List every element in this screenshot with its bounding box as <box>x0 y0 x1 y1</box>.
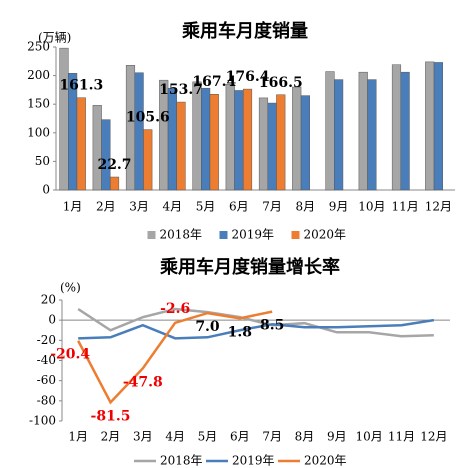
y-tick-label: -100 <box>29 414 56 428</box>
bar <box>334 79 344 191</box>
x-tick-label: 11月 <box>388 430 415 444</box>
legend-label: 2018年 <box>160 454 203 468</box>
x-tick-label: 7月 <box>262 200 282 214</box>
x-tick-label: 10月 <box>356 430 383 444</box>
data-label: 153.7 <box>159 82 203 98</box>
x-tick-label: 1月 <box>68 430 88 444</box>
bar <box>201 87 211 191</box>
x-tick-label: 7月 <box>262 430 282 444</box>
x-tick-label: 10月 <box>358 200 385 214</box>
y-tick-label: 250 <box>27 40 50 54</box>
line <box>77 310 273 405</box>
bar <box>109 176 120 191</box>
y-tick-label: -80 <box>37 393 56 407</box>
bar <box>267 102 277 191</box>
x-tick-label: 3月 <box>129 200 149 214</box>
y-tick-label: 0 <box>48 313 56 327</box>
x-tick-label: 9月 <box>329 200 349 214</box>
bar <box>325 71 335 191</box>
bar <box>234 90 244 191</box>
bar <box>192 81 202 191</box>
x-tick-label: 4月 <box>165 430 185 444</box>
data-label: 166.5 <box>259 75 303 91</box>
bar <box>400 71 410 191</box>
legend-swatch <box>219 231 228 239</box>
x-tick-label: 9月 <box>327 430 347 444</box>
bar <box>176 101 186 191</box>
x-tick-label: 6月 <box>229 200 249 214</box>
data-label: 7.0 <box>195 319 220 335</box>
legend-label: 2020年 <box>304 228 347 242</box>
x-tick-label: 11月 <box>391 200 418 214</box>
data-label: 22.7 <box>97 157 131 173</box>
bar <box>433 62 443 191</box>
y-tick-label: -40 <box>37 353 56 367</box>
y-tick-label: -20 <box>37 333 56 347</box>
x-tick-label: 3月 <box>133 430 153 444</box>
bar <box>358 71 368 191</box>
bar <box>391 64 402 191</box>
legend-label: 2019年 <box>232 454 275 468</box>
chart-title: 乘用车月度销量 <box>181 20 308 42</box>
legend-label: 2018年 <box>160 228 203 242</box>
bar <box>276 94 286 191</box>
x-tick-label: 8月 <box>296 200 316 214</box>
bar <box>242 88 253 191</box>
data-label: -47.8 <box>123 374 163 390</box>
data-label: 167.4 <box>192 74 236 90</box>
y-tick-label: 200 <box>27 68 50 82</box>
bar <box>292 86 302 191</box>
y-tick-label: 20 <box>41 293 56 307</box>
x-tick-label: 2月 <box>96 200 116 214</box>
bar <box>209 93 219 191</box>
y-unit: (%) <box>60 281 81 295</box>
legend-label: 2019年 <box>232 228 275 242</box>
data-label: 176.4 <box>226 69 270 85</box>
data-label: -2.6 <box>160 301 190 317</box>
data-label: -81.5 <box>91 408 131 424</box>
bar <box>76 97 86 191</box>
y-tick-label: 100 <box>27 125 50 139</box>
bar <box>59 47 69 191</box>
y-tick-label: 0 <box>42 183 50 197</box>
x-tick-label: 4月 <box>163 200 183 214</box>
bar <box>101 119 111 191</box>
line <box>78 318 435 340</box>
data-label: -20.4 <box>50 347 90 363</box>
y-tick-label: -60 <box>37 373 56 387</box>
bar <box>425 61 435 191</box>
bar <box>134 72 144 191</box>
line <box>77 307 434 338</box>
bar <box>143 129 153 191</box>
x-tick-label: 2月 <box>101 430 121 444</box>
data-label: 8.5 <box>260 318 284 334</box>
x-tick-label: 12月 <box>425 200 452 214</box>
x-tick-label: 8月 <box>295 430 315 444</box>
legend-swatch <box>291 231 300 239</box>
data-label: 1.8 <box>228 324 252 340</box>
x-tick-label: 1月 <box>63 200 83 214</box>
bar <box>300 95 310 191</box>
x-tick-label: 6月 <box>230 430 250 444</box>
data-label: 161.3 <box>59 78 103 94</box>
y-tick-label: 150 <box>27 97 50 111</box>
data-label: 105.6 <box>126 110 170 126</box>
y-tick-label: 50 <box>35 154 50 168</box>
bar <box>367 79 377 191</box>
chart-title: 乘用车月度销量增长率 <box>159 256 340 278</box>
bar <box>92 105 102 191</box>
x-tick-label: 12月 <box>420 430 447 444</box>
bar <box>167 87 177 191</box>
legend-swatch <box>147 231 156 239</box>
legend-label: 2020年 <box>304 454 347 468</box>
x-tick-label: 5月 <box>196 200 216 214</box>
x-tick-label: 5月 <box>198 430 218 444</box>
bar <box>225 83 235 191</box>
bar <box>258 97 269 191</box>
y-unit: (万辆) <box>38 31 71 45</box>
